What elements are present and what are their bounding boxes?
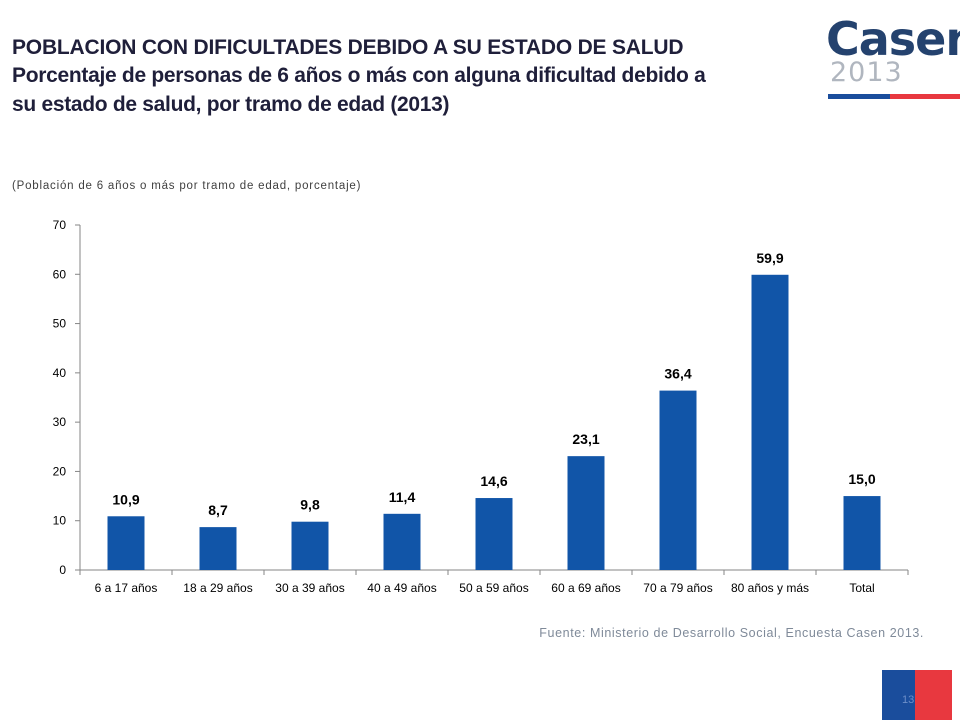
bar — [291, 521, 329, 570]
data-label: 9,8 — [300, 497, 320, 513]
data-label: 23,1 — [572, 431, 599, 447]
x-tick-label: Total — [849, 581, 874, 595]
logo-bar-red — [890, 94, 960, 99]
bar — [659, 390, 697, 570]
bar — [475, 498, 513, 570]
x-tick-label: 80 años y más — [731, 581, 809, 595]
casen-logo: Casen 2013 — [826, 8, 960, 99]
y-tick-label: 30 — [53, 415, 67, 429]
x-tick-label: 70 a 79 años — [643, 581, 712, 595]
x-tick-label: 40 a 49 años — [367, 581, 436, 595]
corner-red — [915, 670, 952, 720]
data-label: 8,7 — [208, 502, 228, 518]
y-tick-label: 70 — [53, 218, 67, 232]
source-note: Fuente: Ministerio de Desarrollo Social,… — [539, 626, 924, 640]
x-tick-label: 6 a 17 años — [95, 581, 158, 595]
y-tick-label: 50 — [53, 317, 67, 331]
corner-decoration: 13 — [882, 670, 952, 720]
data-label: 59,9 — [756, 250, 783, 266]
data-label: 15,0 — [848, 471, 875, 487]
y-tick-label: 0 — [59, 563, 66, 577]
title-block: POBLACION CON DIFICULTADES DEBIDO A SU E… — [12, 34, 812, 119]
bar — [199, 527, 237, 570]
logo-word: Casen — [826, 12, 960, 66]
page-number: 13 — [902, 694, 915, 706]
page-title: POBLACION CON DIFICULTADES DEBIDO A SU E… — [12, 36, 684, 59]
x-tick-label: 50 a 59 años — [459, 581, 528, 595]
y-tick-label: 40 — [53, 366, 67, 380]
data-label: 14,6 — [480, 473, 507, 489]
logo-bar-blue — [828, 94, 890, 99]
logo-year: 2013 — [830, 57, 903, 88]
page-subtitle-line1: Porcentaje de personas de 6 años o más c… — [12, 64, 706, 87]
data-label: 10,9 — [112, 491, 139, 507]
bar — [383, 513, 421, 570]
bar-chart: 0 10 20 30 40 50 60 70 10,9 6 a 17 años 8,7 18 a 29… — [53, 218, 909, 595]
page-subtitle-line2: su estado de salud, por tramo de edad (2… — [12, 93, 450, 116]
bar — [567, 456, 605, 570]
corner-blue — [882, 670, 915, 720]
x-tick-label: 18 a 29 años — [183, 581, 252, 595]
data-label: 11,4 — [389, 489, 416, 505]
y-tick-label: 20 — [53, 464, 67, 478]
population-note: (Población de 6 años o más por tramo de … — [12, 180, 362, 192]
y-tick-label: 10 — [53, 514, 67, 528]
data-label: 36,4 — [664, 366, 691, 382]
bar — [107, 516, 145, 570]
x-tick-label: 30 a 39 años — [275, 581, 344, 595]
bar — [843, 496, 881, 570]
y-tick-label: 60 — [53, 267, 67, 281]
bar — [751, 274, 789, 570]
x-tick-label: 60 a 69 años — [551, 581, 620, 595]
